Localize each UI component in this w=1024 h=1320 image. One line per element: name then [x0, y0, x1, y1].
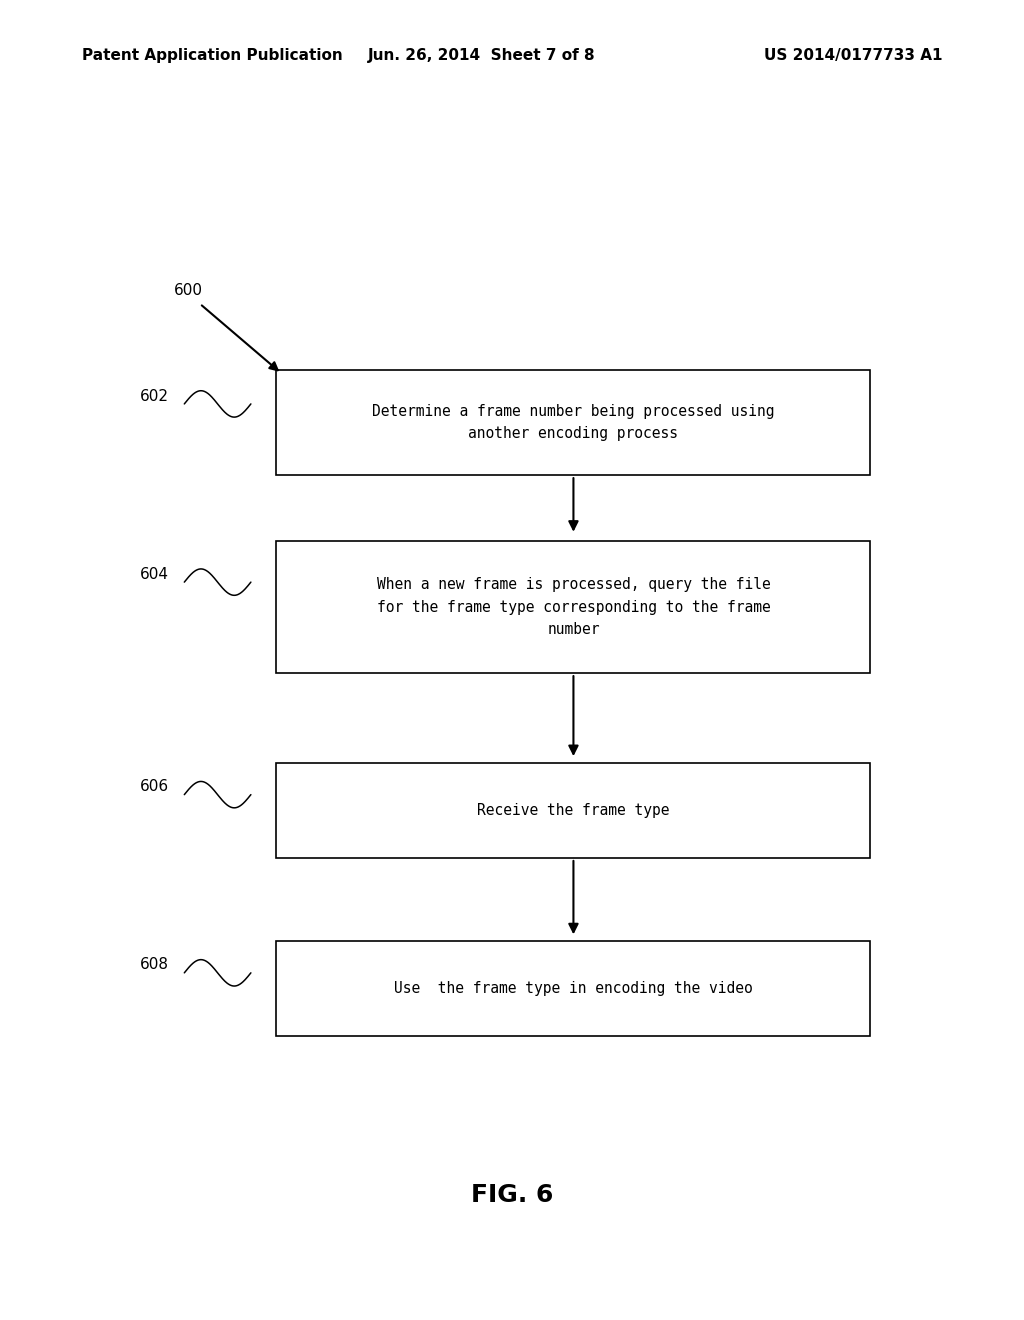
FancyBboxPatch shape — [276, 541, 870, 673]
Text: 600: 600 — [174, 282, 203, 298]
Text: 606: 606 — [140, 779, 169, 795]
Text: FIG. 6: FIG. 6 — [471, 1183, 553, 1206]
FancyBboxPatch shape — [276, 941, 870, 1036]
Text: Determine a frame number being processed using
another encoding process: Determine a frame number being processed… — [372, 404, 775, 441]
FancyBboxPatch shape — [276, 763, 870, 858]
Text: Patent Application Publication: Patent Application Publication — [82, 48, 343, 63]
Text: Use  the frame type in encoding the video: Use the frame type in encoding the video — [394, 981, 753, 997]
Text: When a new frame is processed, query the file
for the frame type corresponding t: When a new frame is processed, query the… — [377, 577, 770, 636]
Text: US 2014/0177733 A1: US 2014/0177733 A1 — [764, 48, 942, 63]
Text: 602: 602 — [140, 388, 169, 404]
Text: Receive the frame type: Receive the frame type — [477, 803, 670, 818]
FancyBboxPatch shape — [276, 370, 870, 475]
Text: 604: 604 — [140, 566, 169, 582]
Text: 608: 608 — [140, 957, 169, 973]
Text: Jun. 26, 2014  Sheet 7 of 8: Jun. 26, 2014 Sheet 7 of 8 — [368, 48, 595, 63]
